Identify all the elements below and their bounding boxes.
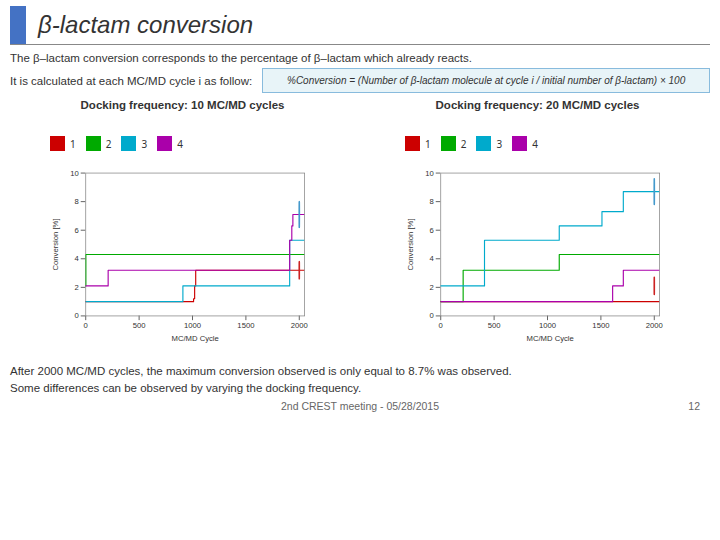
svg-text:MC/MD Cycle: MC/MD Cycle [527,334,574,343]
svg-text:MC/MD Cycle: MC/MD Cycle [172,334,219,343]
html-text:4: 4 [177,136,183,151]
svg-text:0: 0 [84,321,88,330]
html-text:β-lactam conversion: β-lactam conversion [38,11,254,38]
svg-text:1000: 1000 [184,321,201,330]
svg-text:1500: 1500 [592,321,609,330]
html-text:4: 4 [532,136,538,151]
svg-text:1500: 1500 [237,321,254,330]
svg-text:4: 4 [430,254,435,263]
svg-text:500: 500 [488,321,501,330]
svg-text:8: 8 [430,197,434,206]
html-text:%Conversion = (Number of β-lac: %Conversion = (Number of β-lactam molecu… [287,75,686,86]
html-text:3: 3 [141,136,148,151]
html-text:Some differences can be observ: Some differences can be observed by vary… [10,382,362,395]
html-text:2nd CREST meeting - 05/28/2015: 2nd CREST meeting - 05/28/2015 [281,399,439,412]
svg-text:4: 4 [75,254,80,263]
html-text:2: 2 [105,136,112,151]
svg-text:Conversion [%]: Conversion [%] [51,218,60,270]
svg-text:6: 6 [75,226,79,235]
svg-text:Conversion [%]: Conversion [%] [406,218,415,270]
svg-text:0: 0 [75,311,79,320]
svg-text:0: 0 [439,321,443,330]
svg-text:2: 2 [75,283,79,292]
svg-text:2000: 2000 [646,321,663,330]
svg-text:0: 0 [430,311,434,320]
html-text:Docking frequency: 20 MC/MD cy: Docking frequency: 20 MC/MD cycles [435,99,640,111]
svg-text:6: 6 [430,226,434,235]
svg-text:10: 10 [425,169,434,178]
html-text:Docking frequency: 10 MC/MD cy: Docking frequency: 10 MC/MD cycles [80,99,285,111]
svg-text:2: 2 [430,283,434,292]
svg-text:2000: 2000 [291,321,308,330]
html-text:1: 1 [425,136,431,151]
html-text:12: 12 [688,399,700,412]
svg-text:10: 10 [70,169,79,178]
html-text:The β–lactam conversion corres: The β–lactam conversion corresponds to t… [10,52,472,64]
svg-text:500: 500 [133,321,146,330]
html-text:It is calculated at each MC/MD: It is calculated at each MC/MD cycle i a… [10,74,253,87]
html-text:2: 2 [460,136,467,151]
svg-text:8: 8 [75,197,79,206]
html-text:3: 3 [496,136,503,151]
svg-text:1000: 1000 [539,321,556,330]
html-text:1: 1 [70,136,76,151]
html-text:After 2000 MC/MD cycles, the m: After 2000 MC/MD cycles, the maximum con… [10,365,512,378]
